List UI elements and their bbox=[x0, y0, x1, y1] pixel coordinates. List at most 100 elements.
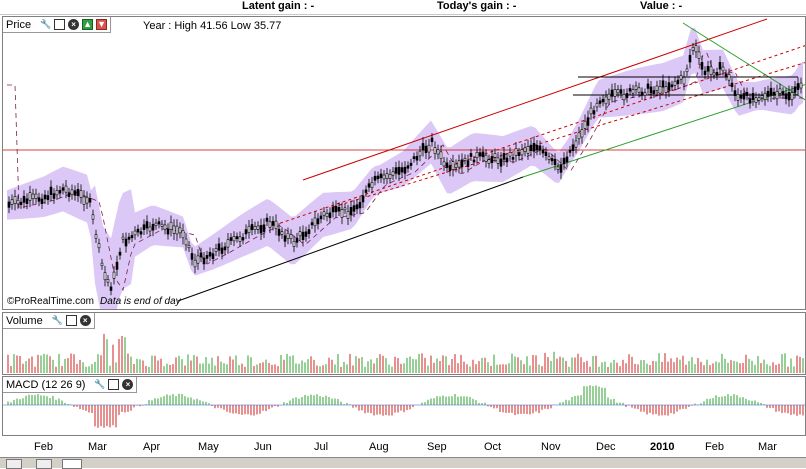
candle-body bbox=[733, 90, 737, 96]
up-arrow-icon[interactable]: ▲ bbox=[82, 19, 94, 30]
wrench-icon[interactable]: 🔧 bbox=[51, 315, 63, 325]
candle-body bbox=[697, 51, 701, 59]
candle-body bbox=[721, 66, 725, 72]
candle-body bbox=[148, 226, 152, 232]
volume-chart[interactable] bbox=[3, 313, 806, 375]
candle-body bbox=[679, 75, 683, 80]
candle-body bbox=[421, 143, 425, 151]
channel-mid-line-2 bbox=[332, 62, 805, 208]
candle-body bbox=[502, 153, 506, 160]
candle-body bbox=[643, 92, 647, 96]
candle-body bbox=[640, 91, 644, 96]
price-chart[interactable] bbox=[3, 17, 806, 310]
down-arrow-icon[interactable]: ▼ bbox=[96, 19, 108, 30]
candle-body bbox=[790, 92, 794, 100]
price-panel[interactable]: Price 🔧 × ▲ ▼ Year : High 41.56 Low 35.7… bbox=[2, 16, 806, 310]
candle-body bbox=[490, 156, 494, 163]
candle-body bbox=[388, 174, 392, 179]
candle-body bbox=[322, 211, 326, 216]
candle-body bbox=[547, 156, 551, 160]
window-icon[interactable] bbox=[54, 19, 66, 30]
candle-body bbox=[142, 224, 146, 230]
candle-body bbox=[676, 79, 680, 85]
candle-body bbox=[775, 91, 779, 100]
candle-body bbox=[286, 232, 290, 239]
candle-body bbox=[619, 89, 623, 94]
candle-body bbox=[46, 195, 50, 200]
candle-body bbox=[661, 80, 665, 88]
window-icon[interactable] bbox=[65, 315, 77, 326]
candle-body bbox=[106, 279, 110, 283]
macd-panel[interactable]: MACD (12 26 9) 🔧 × bbox=[2, 376, 806, 436]
volume-panel[interactable]: Volume 🔧 × bbox=[2, 312, 806, 375]
candle-body bbox=[301, 231, 305, 241]
candle-body bbox=[199, 252, 203, 258]
candle-body bbox=[169, 221, 173, 230]
candle-body bbox=[115, 261, 119, 270]
candle-body bbox=[13, 196, 17, 205]
latent-gain: Latent gain : - bbox=[242, 0, 315, 12]
candle-body bbox=[337, 206, 341, 212]
candle-body bbox=[40, 198, 44, 204]
candle-body bbox=[682, 77, 686, 85]
wrench-icon[interactable]: 🔧 bbox=[94, 379, 106, 389]
candle-body bbox=[307, 229, 311, 234]
candle-body bbox=[433, 147, 437, 154]
candle-body bbox=[133, 230, 137, 236]
candle-body bbox=[646, 83, 650, 89]
candle-body bbox=[364, 189, 368, 193]
candle-body bbox=[247, 225, 251, 233]
candle-body bbox=[439, 151, 443, 159]
candle-body bbox=[481, 151, 485, 158]
macd-chart[interactable] bbox=[3, 377, 806, 436]
candle-body bbox=[499, 158, 503, 167]
axis-label: Dec bbox=[596, 441, 616, 453]
candle-body bbox=[595, 102, 599, 108]
candle-body bbox=[154, 222, 158, 226]
candle-body bbox=[589, 107, 593, 115]
candle-body bbox=[316, 218, 320, 225]
support-line bbox=[177, 176, 524, 302]
axis-label: 2010 bbox=[650, 441, 675, 453]
candle-body bbox=[256, 225, 260, 230]
candle-body bbox=[760, 95, 764, 99]
candle-body bbox=[571, 144, 575, 151]
candle-body bbox=[58, 190, 62, 194]
candle-body bbox=[349, 207, 353, 216]
candle-body bbox=[466, 160, 470, 167]
close-icon[interactable]: × bbox=[79, 315, 91, 326]
candle-body bbox=[715, 72, 719, 76]
taskbar-button[interactable] bbox=[36, 459, 52, 469]
candle-body bbox=[454, 163, 458, 168]
candle-body bbox=[238, 236, 242, 242]
candle-body bbox=[118, 251, 122, 256]
taskbar-button[interactable] bbox=[62, 459, 82, 469]
taskbar bbox=[0, 457, 806, 469]
candle-body bbox=[625, 93, 629, 98]
candle-body bbox=[592, 110, 596, 115]
candle-body bbox=[736, 94, 740, 101]
close-icon[interactable]: × bbox=[122, 379, 134, 390]
close-icon[interactable]: × bbox=[68, 19, 80, 30]
candle-body bbox=[508, 151, 512, 157]
candle-body bbox=[784, 93, 788, 100]
candle-body bbox=[400, 167, 404, 173]
candle-body bbox=[112, 271, 116, 279]
candle-body bbox=[706, 66, 710, 72]
candle-body bbox=[601, 98, 605, 103]
eod-note: Data is end of day bbox=[100, 296, 181, 307]
candle-body bbox=[385, 173, 389, 179]
candle-body bbox=[553, 158, 557, 165]
taskbar-button[interactable] bbox=[6, 459, 22, 469]
wrench-icon[interactable]: 🔧 bbox=[39, 19, 52, 29]
candle-body bbox=[382, 174, 386, 180]
candle-body bbox=[25, 198, 29, 205]
window-icon[interactable] bbox=[108, 379, 120, 390]
candle-body bbox=[271, 221, 275, 226]
candle-body bbox=[289, 234, 293, 240]
candle-body bbox=[484, 154, 488, 162]
candle-body bbox=[196, 255, 200, 264]
candle-body bbox=[751, 93, 755, 101]
candle-body bbox=[568, 149, 572, 153]
candle-body bbox=[259, 225, 263, 234]
